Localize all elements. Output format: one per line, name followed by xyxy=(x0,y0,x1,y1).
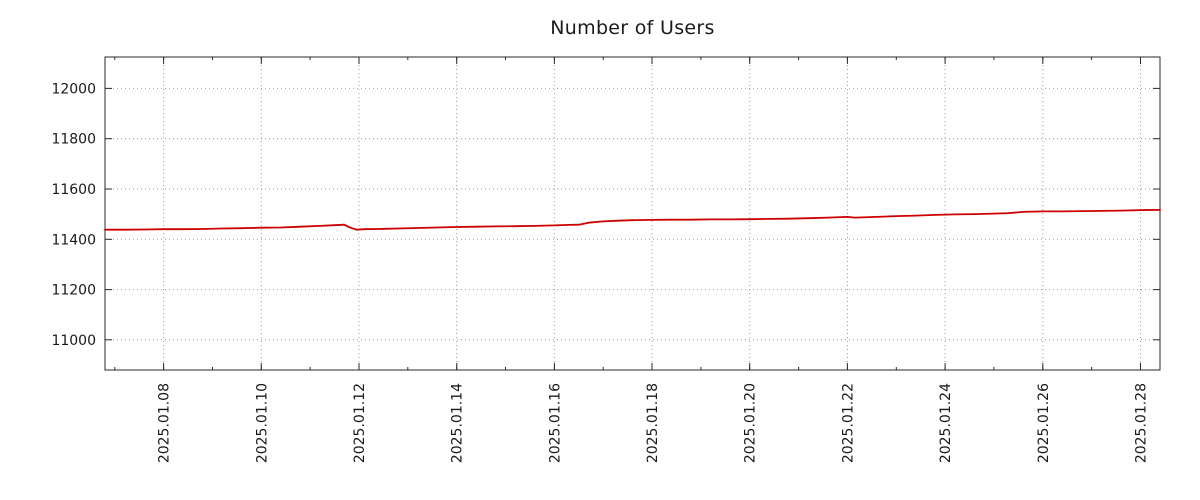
y-tick-label: 11400 xyxy=(51,232,96,248)
y-tick-label: 11600 xyxy=(51,182,96,198)
y-tick-label: 12000 xyxy=(51,81,96,97)
x-tick-label: 2025.01.20 xyxy=(743,383,759,463)
chart-title: Number of Users xyxy=(550,17,715,39)
series-line-users xyxy=(104,209,1161,231)
x-tick-label: 2025.01.18 xyxy=(645,383,661,463)
y-tick-label: 11800 xyxy=(51,132,96,148)
y-tick-labels: 11000 11200 11400 11600 11800 12000 xyxy=(51,81,96,348)
x-tick-label: 2025.01.28 xyxy=(1134,383,1150,463)
x-tick-label: 2025.01.14 xyxy=(450,383,466,463)
grid-layer xyxy=(105,57,1160,370)
x-tick-label: 2025.01.26 xyxy=(1036,383,1052,463)
x-tick-label: 2025.01.24 xyxy=(938,383,954,463)
x-tick-label: 2025.01.08 xyxy=(157,383,173,463)
x-tick-labels: 2025.01.08 2025.01.10 2025.01.12 2025.01.14… xyxy=(157,383,1150,463)
y-tick-label: 11200 xyxy=(51,283,96,299)
axis-layer xyxy=(104,56,1161,371)
x-tick-label: 2025.01.12 xyxy=(352,383,368,463)
x-tick-label: 2025.01.10 xyxy=(254,383,270,463)
y-tick-label: 11000 xyxy=(51,333,96,349)
x-tick-label: 2025.01.16 xyxy=(547,383,563,463)
x-tick-label: 2025.01.22 xyxy=(840,383,856,463)
